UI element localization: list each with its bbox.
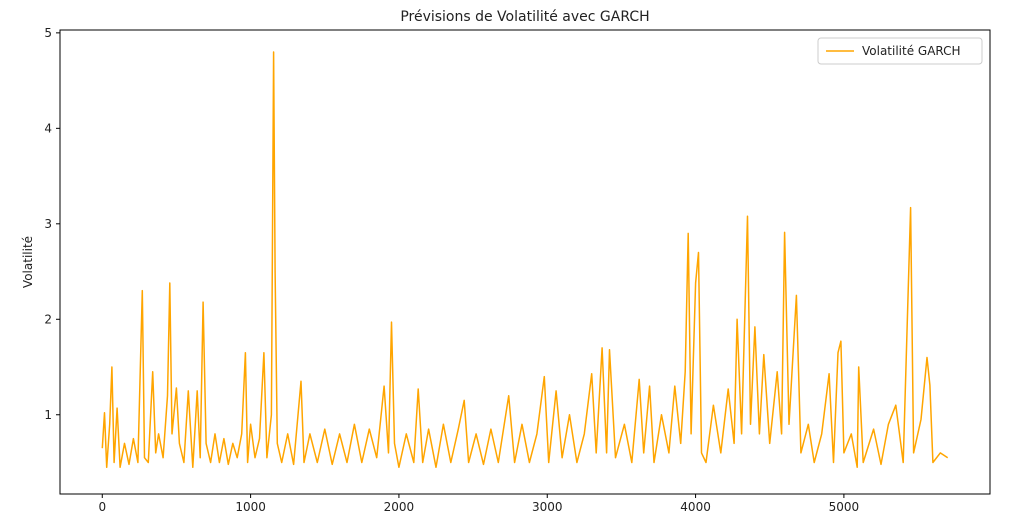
x-tick-label: 5000: [829, 500, 860, 514]
chart-title: Prévisions de Volatilité avec GARCH: [400, 9, 649, 25]
x-tick-label: 2000: [384, 500, 415, 514]
x-tick-label: 0: [98, 500, 106, 514]
y-tick-label: 4: [44, 121, 52, 135]
series-line: [101, 51, 949, 469]
y-axis-label: Volatilité: [21, 236, 35, 288]
y-tick-label: 1: [44, 408, 52, 422]
x-tick-label: 4000: [680, 500, 711, 514]
y-tick-label: 5: [44, 26, 52, 40]
x-tick-label: 1000: [235, 500, 266, 514]
y-tick-label: 2: [44, 312, 52, 326]
plot-frame: [59, 29, 991, 495]
legend-label: Volatilité GARCH: [862, 44, 961, 58]
x-tick-label: 3000: [532, 500, 563, 514]
y-tick-label: 3: [44, 217, 52, 231]
legend-box: [817, 37, 983, 65]
